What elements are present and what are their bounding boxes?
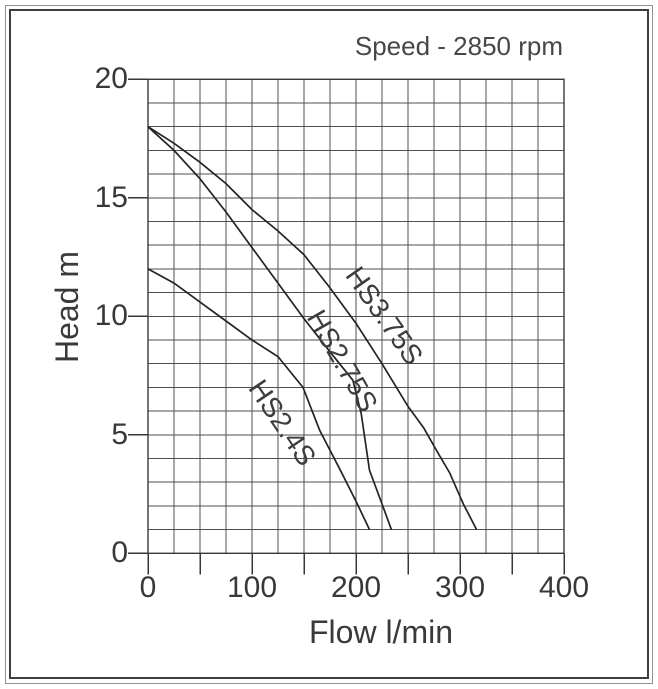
x-tick-label-100: 100 (226, 571, 278, 604)
x-tick-label-400: 400 (538, 571, 590, 604)
y-axis-title: Head m (49, 250, 85, 364)
speed-annotation: Speed - 2850 rpm (354, 31, 563, 61)
x-axis-title: Flow l/min (308, 614, 454, 650)
outer-frame (5, 5, 653, 684)
y-tick-label-15: 15 (94, 180, 128, 214)
curve-HS3.75S (147, 125, 478, 530)
curve-HS2.75S (147, 126, 393, 530)
y-tick-label-5: 5 (111, 417, 128, 451)
x-tick-label-300: 300 (434, 571, 486, 604)
x-tick-label-200: 200 (330, 571, 382, 604)
y-tick-label-10: 10 (94, 299, 128, 333)
y-tick-label-20: 20 (94, 62, 128, 96)
curve-HS2.4S (147, 268, 371, 530)
y-tick-label-0: 0 (111, 536, 128, 570)
inner-frame (9, 9, 649, 679)
x-tick-label-0: 0 (139, 571, 157, 604)
